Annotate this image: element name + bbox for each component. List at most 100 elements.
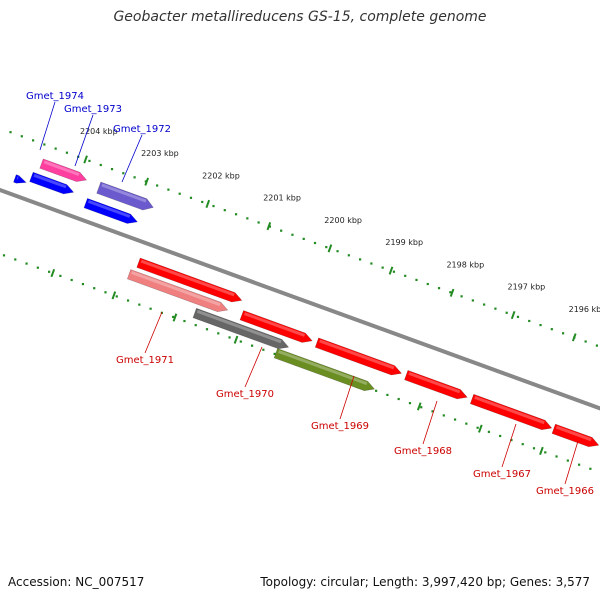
tick-dot — [133, 176, 136, 179]
gene-gmet-1974-highlight — [43, 160, 80, 176]
tick-dot — [392, 270, 396, 273]
gene-gmet-1970 — [192, 307, 290, 350]
tick-dot — [217, 332, 220, 335]
gene-gmet-1968 — [314, 337, 403, 376]
gene-gmet-1967-highlight — [408, 372, 461, 394]
tick-dot — [426, 282, 429, 286]
genome-backbone — [0, 187, 600, 411]
major-tick — [388, 266, 394, 275]
gmet-1969-leader — [339, 375, 355, 420]
gene-gmet-1970-highlight — [196, 309, 282, 344]
tick-dot — [453, 418, 457, 421]
tick-label: 2200 kbp — [324, 216, 362, 225]
major-tick — [327, 244, 333, 253]
tick-dot — [167, 188, 170, 191]
tick-dot — [404, 274, 407, 277]
gene-reverse-edge — [551, 423, 600, 448]
tick-dot — [201, 200, 204, 204]
tick-label: 2204 kbp — [80, 127, 118, 136]
major-tick — [449, 288, 455, 297]
tick-dot — [408, 402, 412, 405]
inner-major-tick — [478, 424, 483, 433]
gene-forward-extra-highlight — [87, 200, 131, 218]
tick-dot — [532, 447, 536, 450]
tick-dot — [386, 393, 389, 397]
tick-dot — [460, 295, 463, 298]
tick-dot — [149, 307, 152, 310]
tick-dot — [228, 336, 231, 339]
gmet-1968-label: Gmet_1968 — [394, 446, 452, 457]
tick-dot — [189, 196, 193, 199]
outer-tick-row — [9, 131, 599, 347]
gmet-1973-leader — [74, 114, 94, 167]
tick-dot — [487, 430, 490, 433]
gene-gmet-1972 — [96, 181, 154, 211]
tick-dot — [273, 352, 276, 355]
tick-label: 2202 kbp — [202, 171, 240, 180]
tick-dot — [431, 410, 434, 413]
major-tick — [266, 222, 272, 231]
tick-dot — [212, 204, 215, 208]
major-tick — [571, 333, 577, 342]
tick-dot — [465, 422, 468, 425]
tick-dot — [449, 291, 452, 294]
tick-dot — [476, 426, 479, 429]
tick-dot — [313, 241, 317, 245]
inner-major-tick — [172, 313, 178, 322]
backbone-line — [0, 187, 600, 411]
tick-dot — [437, 287, 441, 290]
tick-dot — [516, 315, 520, 318]
tick-dot — [99, 163, 102, 167]
tick-dot — [178, 192, 181, 195]
tick-dot — [205, 328, 209, 331]
tick-dot — [499, 434, 502, 438]
gene-small-forward-highlight — [16, 176, 19, 180]
inner-major-tick — [416, 402, 422, 411]
major-tick — [510, 310, 516, 320]
tick-dot — [246, 217, 249, 220]
gmet-1972-label: Gmet_1972 — [113, 124, 171, 135]
gene-gmet-1971 — [126, 269, 229, 313]
tick-dot — [257, 221, 260, 224]
gene-gmet-1967 — [404, 370, 468, 400]
gmet-1967-leader — [501, 423, 517, 468]
tick-dot — [347, 254, 350, 257]
gene-gmet-1966 — [469, 393, 553, 431]
tick-dot — [138, 303, 141, 306]
inner-major-tick — [539, 446, 544, 456]
gene-gmet-1969 — [273, 348, 376, 392]
tick-dot — [59, 274, 62, 277]
tick-dot — [268, 225, 271, 228]
tick-dot — [115, 295, 118, 298]
tick-dot — [584, 340, 587, 343]
ruler-ticks: 2204 kbp 2203 kbp 2202 kbp 2201 kbp 2200 kbp… — [2, 127, 600, 470]
tick-dot — [9, 131, 12, 134]
tick-dot — [234, 213, 238, 216]
tick-label: 2198 kbp — [446, 260, 484, 269]
tick-label: 2196 kbp — [569, 305, 600, 314]
gmet-1974-leader — [39, 101, 56, 151]
gene-reverse-large-2-highlight — [244, 312, 306, 337]
tick-dot — [65, 151, 69, 154]
inner-major-tick — [233, 335, 239, 344]
gmet-1971-leader — [144, 311, 163, 354]
tick-dot — [544, 451, 547, 454]
gmet-1968-leader — [422, 400, 438, 445]
tick-dot — [589, 467, 592, 470]
inner-major-tick — [50, 268, 56, 278]
tick-dot — [43, 143, 46, 146]
tick-dot — [93, 287, 96, 290]
gene-track — [13, 158, 600, 448]
tick-dot — [595, 344, 599, 347]
tick-dot — [172, 315, 175, 319]
tick-dot — [336, 250, 339, 253]
tick-dot — [239, 340, 242, 343]
tick-dot — [302, 237, 305, 240]
tick-dot — [104, 291, 107, 294]
tick-dot — [397, 397, 400, 401]
tick-label: 2201 kbp — [263, 194, 301, 203]
tick-dot — [280, 229, 283, 232]
tick-label: 2197 kbp — [508, 283, 546, 292]
tick-dot — [250, 344, 254, 347]
